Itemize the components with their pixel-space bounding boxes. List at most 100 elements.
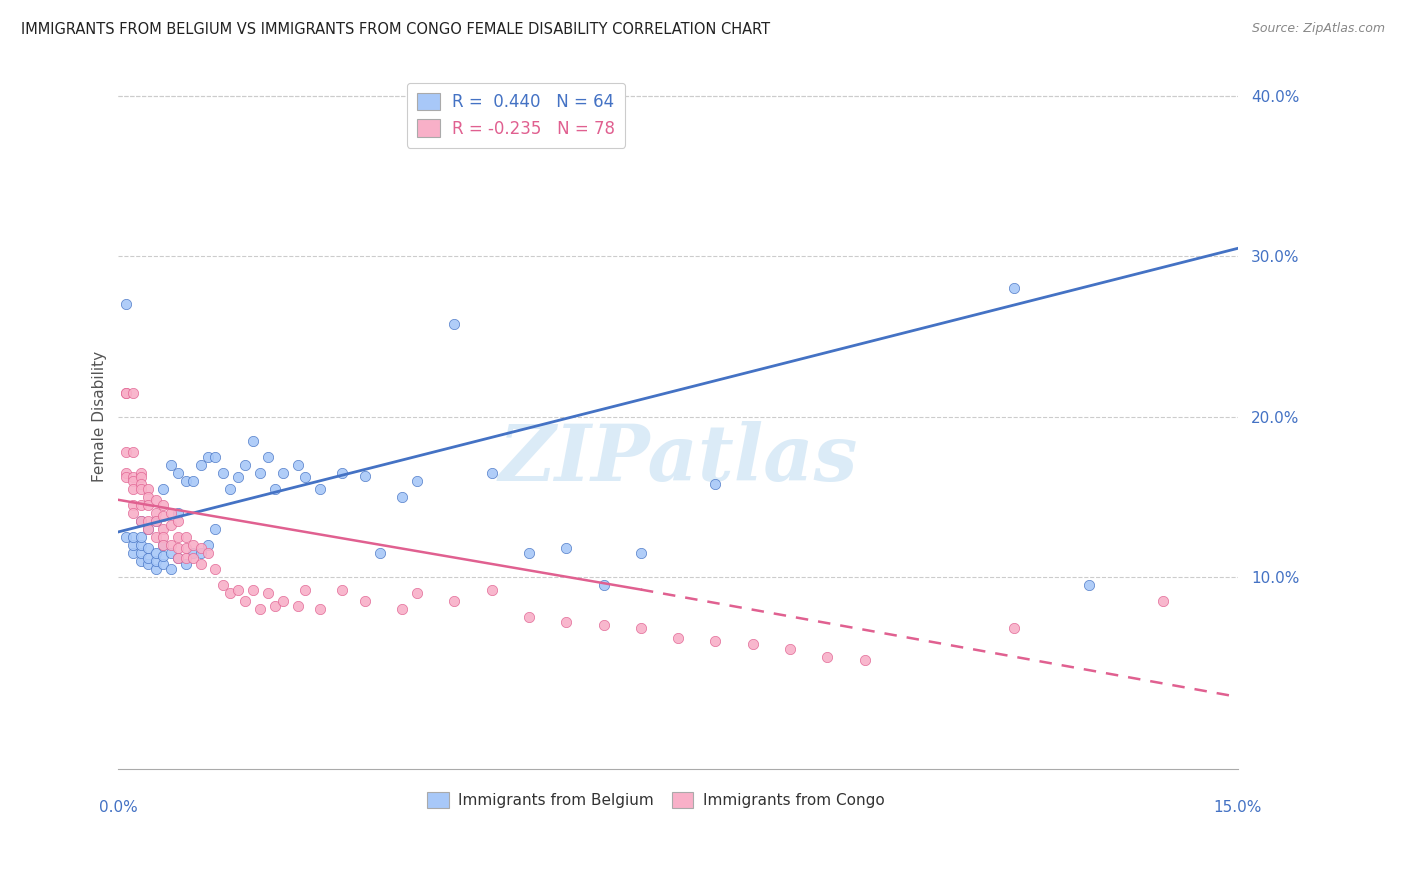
Point [219,586,242,600]
Point [122,530,145,544]
Point [443,594,465,608]
Point [115,444,138,458]
Point [129,514,152,528]
Point [190,557,212,571]
Point [145,506,167,520]
Point [630,546,652,560]
Point [174,530,197,544]
Point [159,546,181,560]
Point [167,541,190,555]
Y-axis label: Female Disability: Female Disability [93,351,107,482]
Point [853,653,876,667]
Point [330,466,353,480]
Point [122,444,145,458]
Point [391,490,413,504]
Point [167,550,190,565]
Point [136,498,159,512]
Point [517,546,540,560]
Point [159,506,181,520]
Point [145,514,167,528]
Point [122,506,145,520]
Point [233,594,256,608]
Point [136,557,159,571]
Point [152,482,174,496]
Point [174,557,197,571]
Point [159,518,181,533]
Point [129,530,152,544]
Point [129,514,152,528]
Point [145,492,167,507]
Point [136,541,159,555]
Point [592,578,614,592]
Point [443,317,465,331]
Point [1077,578,1099,592]
Point [256,450,278,464]
Point [294,582,316,597]
Point [115,530,138,544]
Point [167,506,190,520]
Point [1002,621,1025,635]
Point [152,549,174,563]
Point [122,538,145,552]
Point [1002,281,1025,295]
Point [122,482,145,496]
Point [242,434,264,448]
Point [481,466,503,480]
Point [630,621,652,635]
Point [145,530,167,544]
Point [122,470,145,484]
Point [115,297,138,311]
Point [152,530,174,544]
Point [145,546,167,560]
Point [287,599,309,613]
Point [190,546,212,560]
Point [704,633,727,648]
Point [122,546,145,560]
Point [233,458,256,472]
Point [353,468,375,483]
Point [145,514,167,528]
Point [159,458,181,472]
Text: ZIPatlas: ZIPatlas [499,421,858,497]
Point [115,470,138,484]
Legend: Immigrants from Belgium, Immigrants from Congo: Immigrants from Belgium, Immigrants from… [422,786,890,814]
Point [136,550,159,565]
Point [136,482,159,496]
Point [249,466,271,480]
Text: 15.0%: 15.0% [1213,799,1263,814]
Point [167,466,190,480]
Point [122,498,145,512]
Point [517,609,540,624]
Point [136,514,159,528]
Point [219,482,242,496]
Point [136,522,159,536]
Point [197,450,219,464]
Point [204,522,226,536]
Point [174,474,197,488]
Point [159,562,181,576]
Point [264,599,287,613]
Point [309,482,332,496]
Point [167,550,190,565]
Point [592,617,614,632]
Point [741,637,763,651]
Point [249,601,271,615]
Point [167,530,190,544]
Point [181,546,204,560]
Point [406,586,429,600]
Point [256,586,278,600]
Point [145,554,167,568]
Point [226,470,249,484]
Point [555,615,578,629]
Point [294,470,316,484]
Point [271,594,294,608]
Point [152,538,174,552]
Point [136,522,159,536]
Text: 0.0%: 0.0% [98,799,138,814]
Point [129,554,152,568]
Text: Source: ZipAtlas.com: Source: ZipAtlas.com [1251,22,1385,36]
Point [242,582,264,597]
Point [204,562,226,576]
Point [136,490,159,504]
Point [122,474,145,488]
